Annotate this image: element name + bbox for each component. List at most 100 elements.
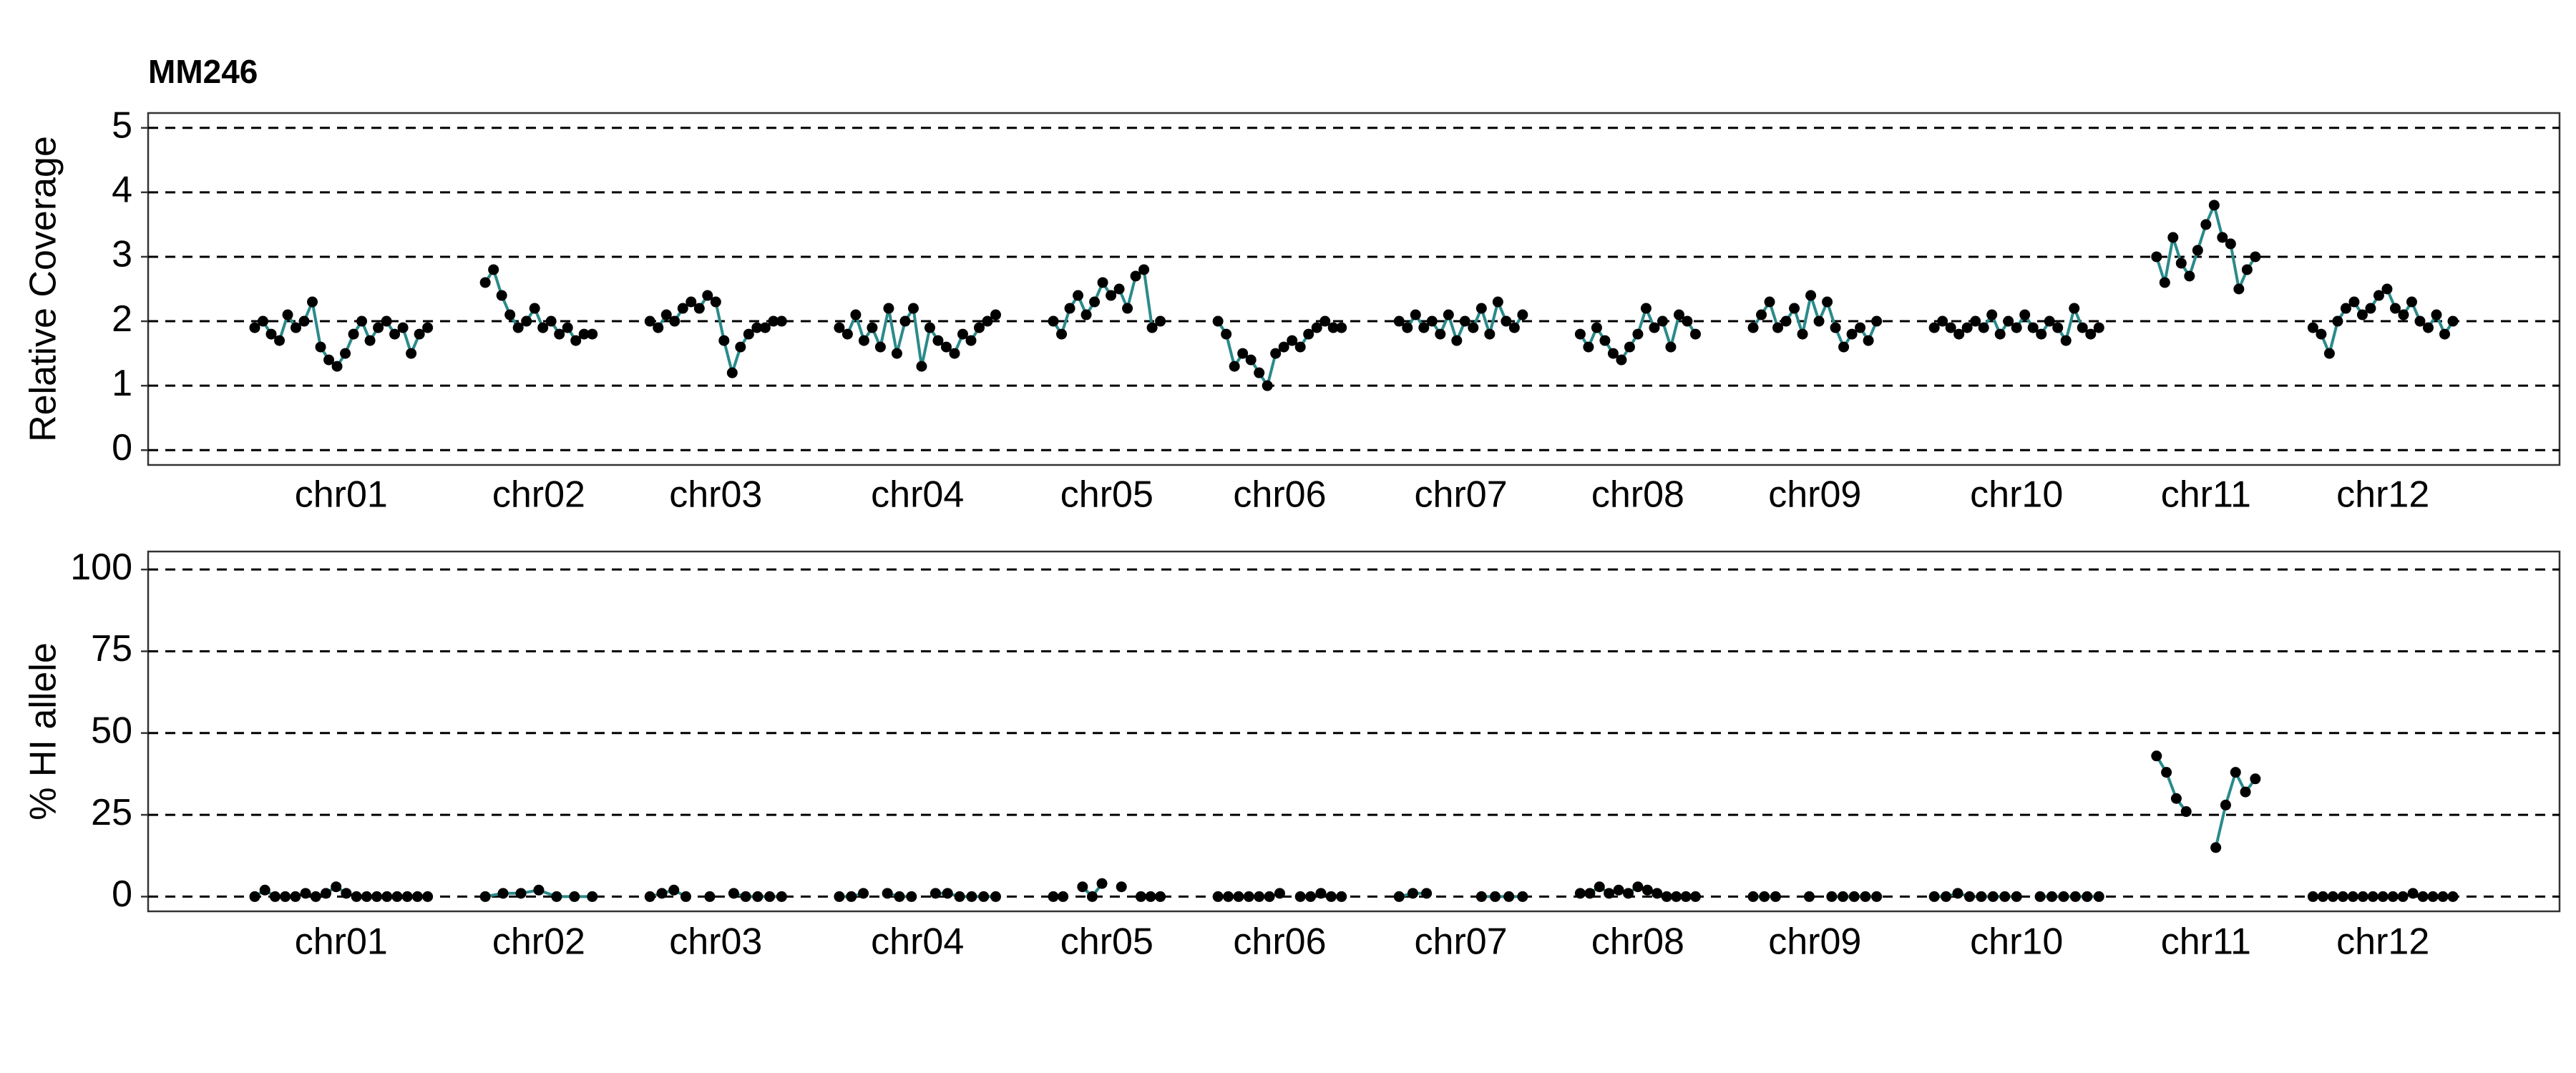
- data-point: [300, 888, 311, 899]
- x-tick-label: chr04: [871, 474, 964, 516]
- data-point: [1682, 315, 1693, 327]
- data-point: [1961, 322, 1973, 333]
- data-point: [693, 303, 705, 314]
- data-point: [2447, 315, 2459, 327]
- y-tick-label: 5: [112, 104, 132, 146]
- data-point: [274, 335, 286, 346]
- data-point: [1594, 881, 1605, 893]
- data-point: [315, 341, 326, 353]
- data-point: [2407, 888, 2419, 899]
- data-point: [1747, 891, 1759, 902]
- data-point: [882, 888, 893, 899]
- data-point: [497, 888, 509, 899]
- data-point: [768, 315, 779, 327]
- data-point: [351, 891, 362, 902]
- data-point: [1803, 891, 1815, 902]
- data-point: [2377, 891, 2389, 902]
- x-tick-label: chr03: [669, 921, 762, 963]
- data-point: [1632, 881, 1644, 893]
- data-point: [371, 891, 383, 902]
- data-point: [686, 296, 697, 308]
- data-point: [776, 315, 787, 327]
- data-point: [1073, 290, 1084, 301]
- data-point: [1503, 891, 1515, 902]
- data-point: [488, 264, 499, 275]
- plot-frame: [147, 550, 2561, 913]
- data-point: [2036, 328, 2047, 340]
- data-point: [1233, 891, 1244, 902]
- data-point: [1492, 296, 1503, 308]
- data-point: [1994, 328, 2006, 340]
- data-point: [2337, 891, 2348, 902]
- data-point: [1393, 891, 1405, 902]
- data-point: [1649, 322, 1660, 333]
- data-point: [2250, 251, 2261, 263]
- data-point: [2241, 264, 2253, 275]
- data-point: [858, 888, 869, 899]
- data-point: [1599, 335, 1611, 346]
- data-point: [1303, 328, 1314, 340]
- data-point: [1402, 322, 1413, 333]
- data-point: [2170, 793, 2182, 804]
- data-point: [1591, 322, 1602, 333]
- data-point: [1435, 328, 1446, 340]
- data-point: [2406, 296, 2417, 308]
- x-tick-label: chr08: [1591, 474, 1684, 516]
- data-line: [1398, 297, 1524, 345]
- y-tick-label: 25: [91, 792, 132, 833]
- data-point: [957, 328, 968, 340]
- data-point: [269, 891, 280, 902]
- data-point: [291, 322, 302, 333]
- data-point: [411, 891, 423, 902]
- data-point: [1426, 315, 1438, 327]
- data-point: [1237, 348, 1249, 359]
- data-point: [331, 361, 343, 372]
- data-point: [1468, 322, 1479, 333]
- data-point: [751, 322, 763, 333]
- data-point: [587, 328, 598, 340]
- data-point: [587, 891, 598, 902]
- data-point: [1135, 891, 1146, 902]
- y-tick-label: 2: [112, 298, 132, 340]
- data-point: [1229, 361, 1240, 372]
- data-point: [726, 367, 738, 378]
- data-point: [940, 341, 952, 353]
- data-point: [2307, 322, 2318, 333]
- data-point: [1274, 888, 1285, 899]
- data-point: [680, 891, 691, 902]
- data-point: [2093, 322, 2104, 333]
- data-point: [401, 891, 413, 902]
- data-point: [1855, 322, 1866, 333]
- x-tick-label: chr11: [2161, 921, 2251, 963]
- data-point: [1508, 322, 1520, 333]
- data-point: [504, 309, 516, 320]
- data-point: [759, 322, 771, 333]
- data-point: [554, 328, 565, 340]
- data-point: [1116, 881, 1127, 893]
- data-point: [1970, 315, 1981, 327]
- y-tick-label: 3: [112, 234, 132, 275]
- data-point: [1294, 341, 1306, 353]
- data-point: [1146, 322, 1158, 333]
- data-point: [356, 315, 368, 327]
- x-tick-label: chr09: [1768, 921, 1861, 963]
- data-point: [512, 322, 524, 333]
- data-point: [578, 328, 590, 340]
- y-tick-label: 1: [112, 363, 132, 404]
- data-point: [2192, 245, 2203, 256]
- x-tick-label: chr02: [492, 921, 585, 963]
- data-point: [660, 309, 672, 320]
- data-point: [1475, 891, 1487, 902]
- data-point: [1871, 315, 1883, 327]
- data-point: [2151, 750, 2162, 762]
- data-point: [930, 888, 941, 899]
- data-point: [1624, 341, 1635, 353]
- data-point: [1145, 891, 1156, 902]
- data-point: [2316, 328, 2327, 340]
- data-point: [1086, 891, 1098, 902]
- data-point: [1770, 891, 1781, 902]
- data-point: [2217, 232, 2228, 243]
- data-point: [1838, 891, 1849, 902]
- data-point: [2003, 315, 2014, 327]
